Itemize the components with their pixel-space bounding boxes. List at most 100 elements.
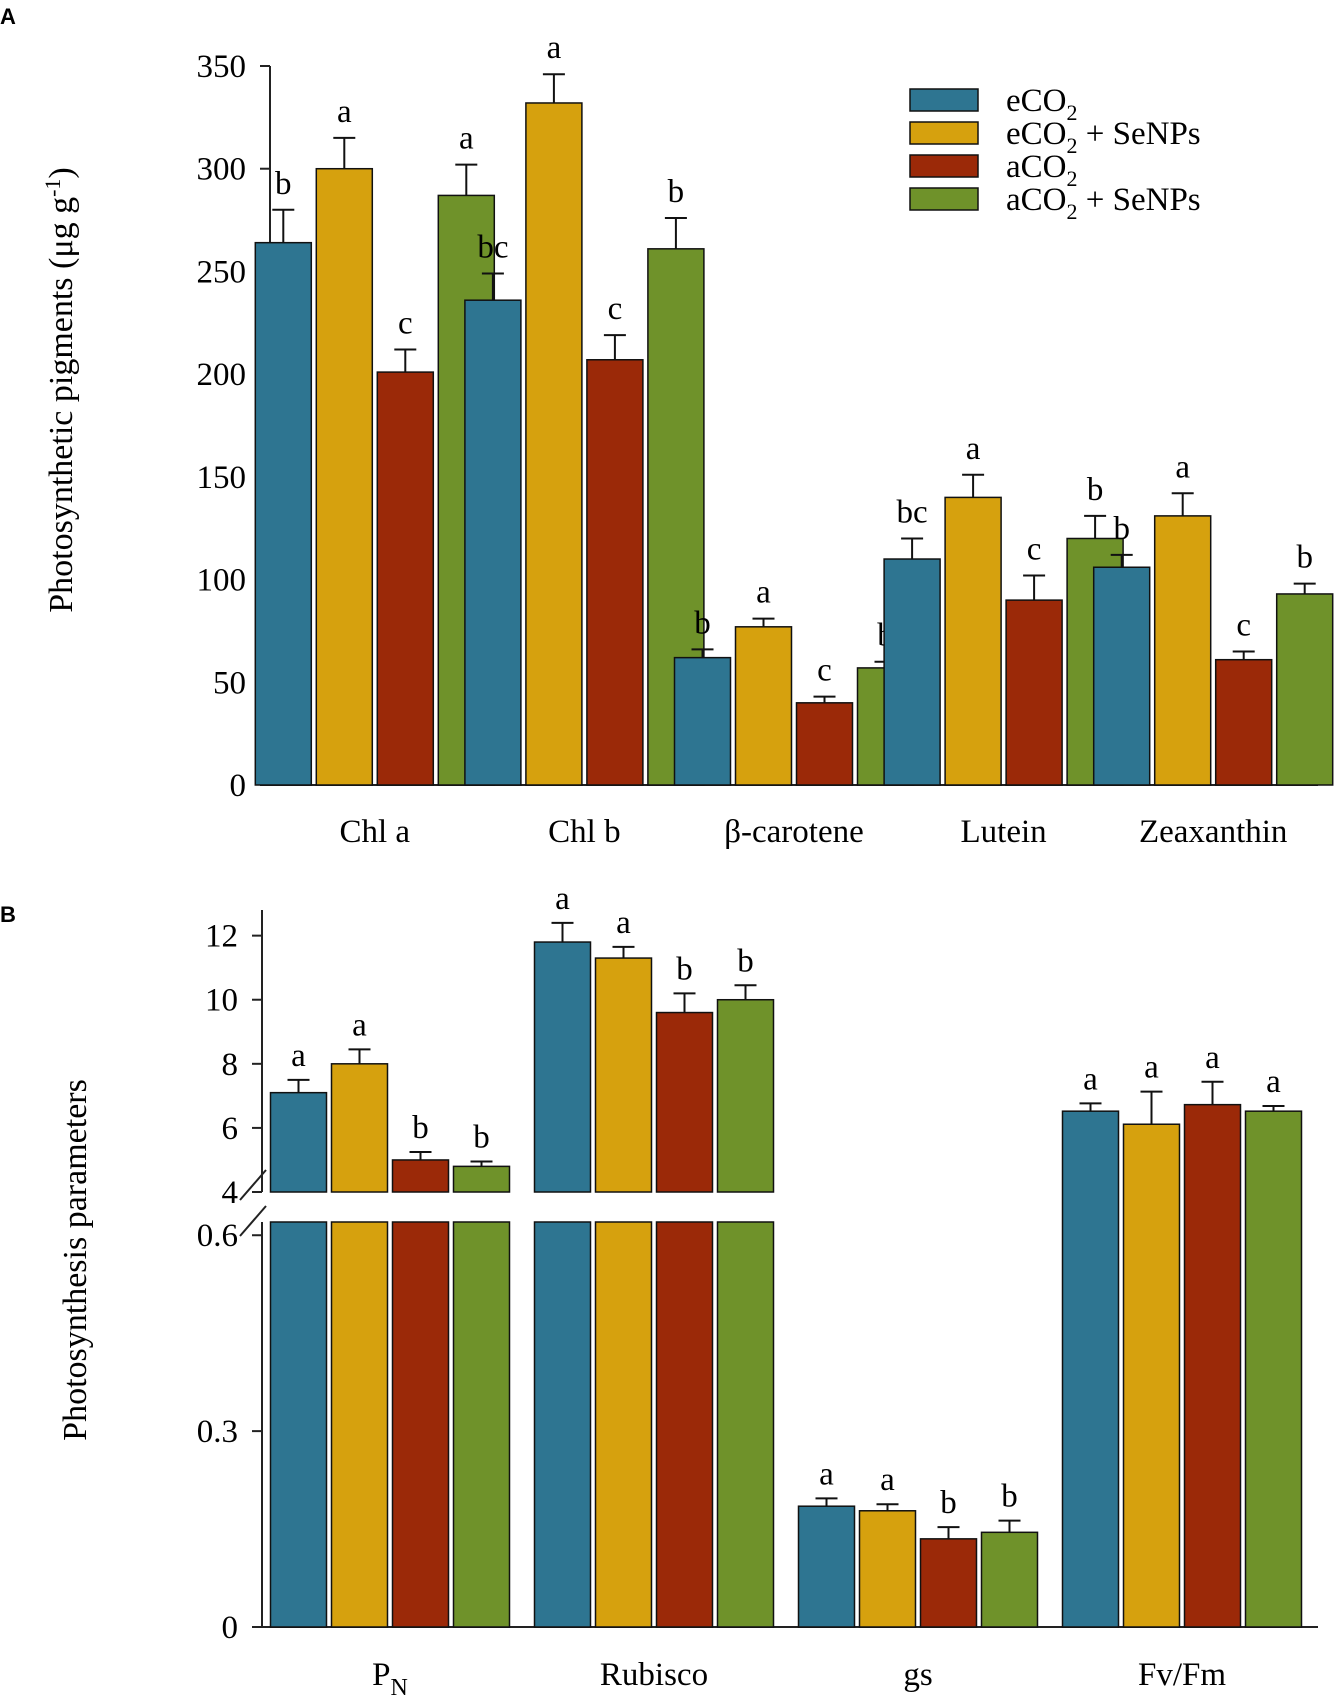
significance-letter: a	[291, 1038, 306, 1074]
bar	[883, 558, 941, 786]
y-tick-label: 250	[197, 254, 247, 290]
bar	[944, 496, 1002, 786]
bar	[1153, 515, 1212, 786]
bar	[452, 1165, 511, 1193]
bar	[1005, 599, 1063, 786]
y-axis-label: Photosynthesis parameters	[57, 1079, 94, 1441]
significance-letter: bc	[477, 229, 508, 265]
significance-letter: a	[547, 30, 562, 66]
x-tick-label: Zeaxanthin	[1139, 814, 1287, 850]
legend-label: eCO2	[1006, 83, 1078, 125]
significance-letter: a	[337, 94, 352, 130]
significance-letter: a	[1144, 1050, 1159, 1086]
bar	[330, 1063, 389, 1193]
x-tick-label: Chl a	[340, 814, 411, 850]
bar	[716, 998, 775, 1193]
y-tick-label: 200	[197, 357, 247, 393]
bar	[533, 941, 592, 1193]
bar-lower-segment	[391, 1221, 450, 1628]
x-tick-label: Rubisco	[600, 1657, 708, 1693]
y-tick-label: 50	[213, 665, 246, 701]
x-tick-label: gs	[903, 1657, 932, 1693]
significance-letter: b	[694, 605, 711, 641]
bar	[376, 371, 435, 786]
y-tick-label: 0	[230, 768, 247, 804]
bar-lower-segment	[269, 1221, 328, 1628]
y-tick-label: 300	[197, 152, 247, 188]
y-tick-label: 10	[205, 983, 238, 1019]
significance-letter: b	[940, 1485, 957, 1521]
x-tick-label: PN	[372, 1657, 408, 1701]
legend-label: aCO2 + SeNPs	[1006, 182, 1201, 224]
y-tick-label: 0	[222, 1610, 239, 1646]
bar-lower-segment	[594, 1221, 653, 1628]
bar	[1275, 593, 1334, 786]
panel-b: B 4 6 8 10 12 0 0.3 0.6 Photosynthesis parameters…	[0, 881, 1318, 1701]
significance-letter: b	[412, 1110, 429, 1146]
legend-swatch	[909, 187, 979, 211]
significance-letter: c	[817, 653, 832, 689]
significance-letter: b	[1296, 540, 1313, 576]
bar-lower-segment	[533, 1221, 592, 1628]
y-tick-label: 8	[222, 1047, 239, 1083]
significance-letter: c	[608, 291, 623, 327]
bar	[254, 241, 313, 786]
legend-swatch	[909, 88, 979, 112]
panel-a: A 0 50 100 150 200 250 300 350 Photosynthetic pig…	[0, 4, 1334, 850]
significance-letter: b	[1001, 1479, 1018, 1515]
significance-letter: a	[880, 1462, 895, 1498]
bar	[464, 299, 522, 786]
bar-lower-segment	[655, 1221, 714, 1628]
significance-letter: b	[1087, 472, 1104, 508]
bar	[655, 1011, 714, 1193]
legend-swatch	[909, 154, 979, 178]
panel-label-a: A	[0, 4, 16, 29]
bar-lower-segment	[452, 1221, 511, 1628]
y-tick-label: 0.3	[197, 1414, 238, 1450]
bar	[315, 167, 374, 786]
significance-letter: a	[1175, 449, 1190, 485]
x-tick-label: Fv/Fm	[1138, 1657, 1226, 1693]
significance-letter: a	[1083, 1061, 1098, 1097]
legend-label: aCO2	[1006, 149, 1078, 191]
bar	[1092, 566, 1151, 786]
bar	[1183, 1103, 1242, 1628]
significance-letter: bc	[897, 494, 928, 530]
significance-letter: a	[819, 1456, 834, 1492]
significance-letter: c	[1027, 531, 1042, 567]
bar-lower-segment	[716, 1221, 775, 1628]
x-tick-label: Lutein	[961, 814, 1047, 850]
significance-letter: a	[616, 905, 631, 941]
bar	[919, 1538, 978, 1628]
significance-letter: a	[352, 1007, 367, 1043]
bar	[269, 1091, 328, 1193]
bar-lower-segment	[330, 1221, 389, 1628]
significance-letter: a	[756, 575, 771, 611]
bar	[525, 102, 583, 786]
significance-letter: b	[473, 1120, 490, 1156]
bar	[1061, 1110, 1120, 1628]
bar	[673, 656, 732, 786]
significance-letter: b	[737, 943, 754, 979]
significance-letter: c	[1236, 607, 1251, 643]
bar	[391, 1159, 450, 1193]
axis-break-mark	[239, 1205, 267, 1237]
bar	[1214, 658, 1273, 786]
y-tick-label: 350	[197, 49, 247, 85]
panel-label-b: B	[0, 902, 16, 927]
significance-letter: b	[1113, 511, 1130, 547]
x-tick-label: Chl b	[548, 814, 620, 850]
bar	[797, 1505, 856, 1628]
significance-letter: c	[398, 305, 413, 341]
significance-letter: a	[966, 431, 981, 467]
y-tick-label: 6	[222, 1111, 239, 1147]
bar	[586, 359, 644, 786]
significance-letter: a	[555, 881, 570, 917]
y-tick-label: 12	[205, 919, 238, 955]
x-tick-label: β-carotene	[724, 814, 864, 850]
significance-letter: a	[1205, 1040, 1220, 1076]
bar	[594, 957, 653, 1193]
bar	[858, 1510, 917, 1628]
bar	[734, 626, 793, 786]
